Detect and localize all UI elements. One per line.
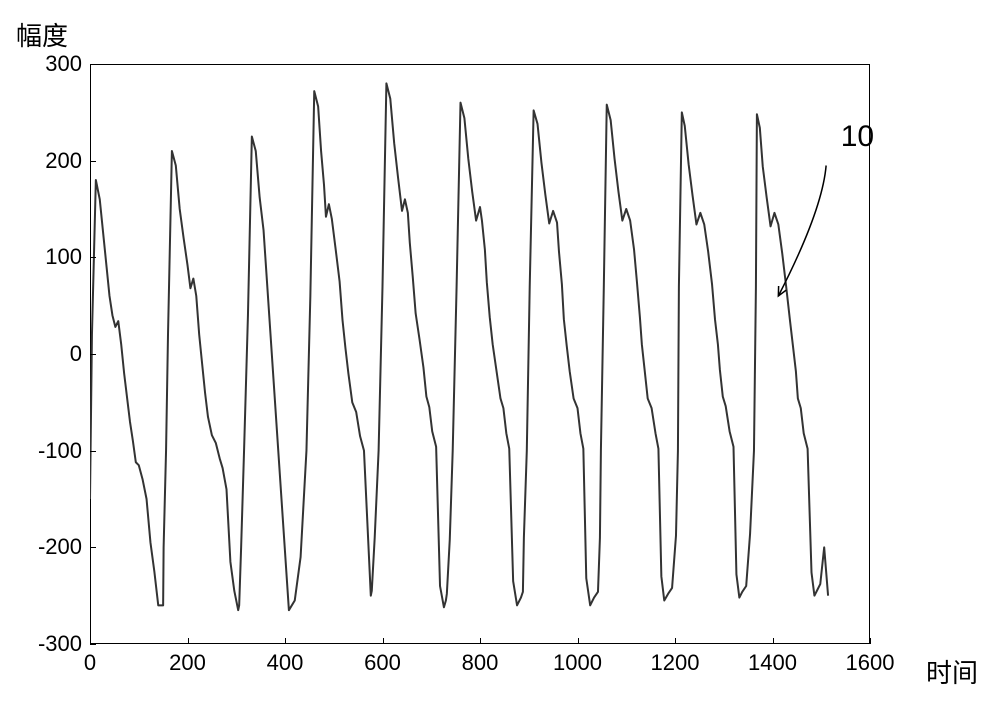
page-root: 幅度 时间 -300-200-1000100200300020040060080… — [0, 0, 1000, 712]
annotation-arrow-line — [778, 166, 826, 297]
